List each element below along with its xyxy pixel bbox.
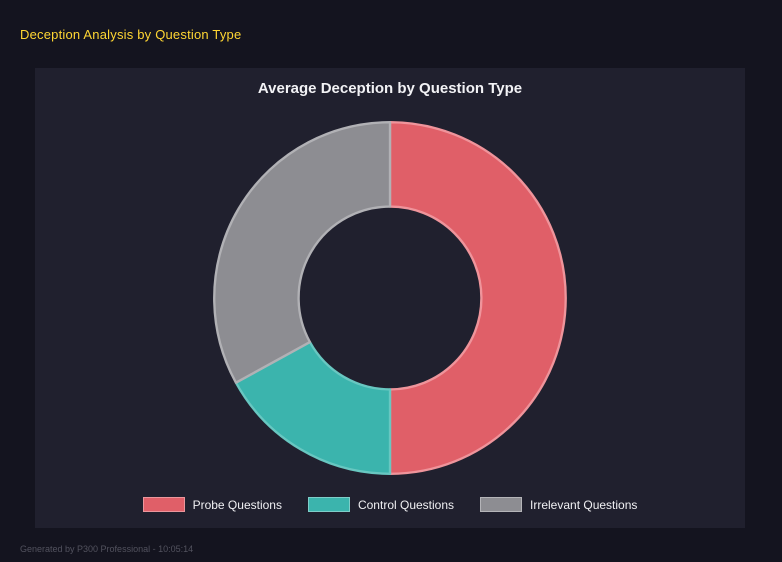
donut-segment-3[interactable] [213,121,392,384]
page-title: Deception Analysis by Question Type [20,27,242,42]
legend-swatch-icon [307,497,350,512]
chart-title: Average Deception by Question Type [257,80,523,97]
donut-svg [213,121,567,475]
chart-panel: Average Deception by Question Type Probe… [35,68,745,528]
chart-legend: Probe Questions Control Questions Irreleva… [142,497,637,512]
legend-label: Irrelevant Questions [530,497,638,512]
legend-item-1[interactable]: Probe Questions [142,497,282,512]
legend-item-3[interactable]: Irrelevant Questions [480,497,637,512]
donut-chart [201,99,579,497]
legend-label: Control Questions [357,497,455,512]
legend-swatch-icon [142,497,185,512]
legend-label: Probe Questions [192,497,282,512]
footer-status: Generated by P300 Professional - 10:05:1… [20,544,194,554]
donut-segment-1[interactable] [388,121,567,475]
legend-swatch-icon [480,497,523,512]
legend-item-2[interactable]: Control Questions [307,497,455,512]
